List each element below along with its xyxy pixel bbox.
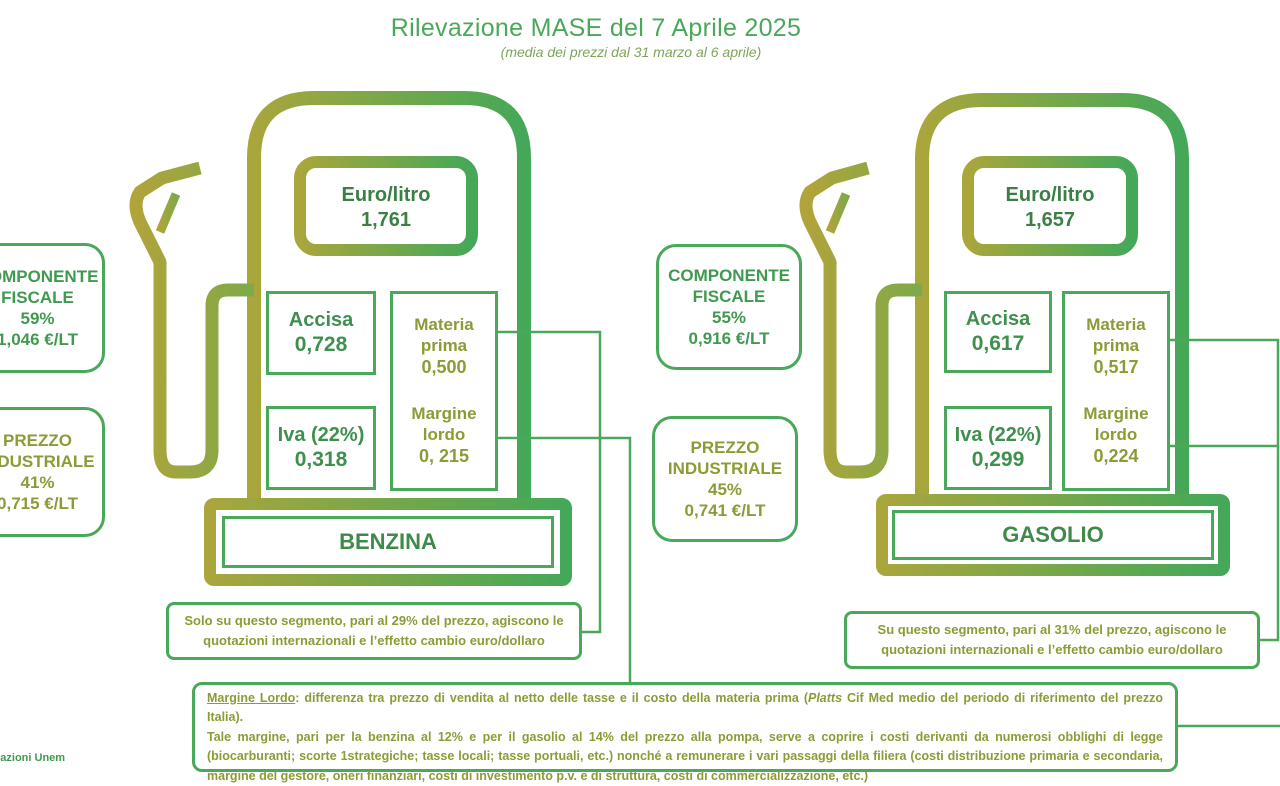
gasolio-industriale-amount: 0,741 €/LT (684, 501, 766, 521)
benzina-fiscale-amount: 1,046 €/LT (0, 330, 78, 350)
benzina-iva-box: Iva (22%) 0,318 (266, 406, 376, 490)
gasolio-display-label: Euro/litro (1005, 184, 1095, 207)
gasolio-industriale-pct: 45% (707, 480, 743, 499)
benzina-fiscale-pct: 59% (20, 309, 55, 328)
gasolio-industriale-summary: PREZZO INDUSTRIALE 45% 0,741 €/LT (652, 416, 798, 542)
gasolio-note-line1: Su questo segmento, pari al 31% del prez… (877, 621, 1227, 637)
gasolio-fiscale-line2: FISCALE (692, 286, 766, 306)
gasolio-price-display: Euro/litro 1,657 (978, 176, 1122, 240)
gasolio-fiscale-line1: COMPONENTE (668, 265, 790, 285)
page-title: Rilevazione MASE del 7 Aprile 2025 (390, 14, 802, 42)
benzina-note: Solo su questo segmento, pari al 29% del… (166, 602, 582, 660)
gasolio-note: Su questo segmento, pari al 31% del prez… (844, 611, 1260, 669)
benzina-iva-label: Iva (22%) (277, 423, 365, 446)
gasolio-materia-value: 0,517 (1093, 357, 1139, 378)
gasolio-industriale-line1: PREZZO (690, 437, 760, 457)
source-credit: razioni Unem (0, 752, 66, 764)
gasolio-label: GASOLIO (892, 510, 1214, 560)
gasolio-margine-label-2: lordo (1094, 425, 1138, 445)
benzina-note-line2: quotazioni internazionali e l’effetto ca… (203, 633, 545, 648)
benzina-industriale-summary: PREZZO INDUSTRIALE 41% 0,715 €/LT (0, 407, 105, 537)
margine-lordo-definition: Margine Lordo: differenza tra prezzo di … (192, 682, 1178, 783)
gasolio-accisa-value: 0,617 (971, 332, 1025, 356)
page-subtitle: (media dei prezzi dal 31 marzo al 6 apri… (500, 44, 762, 60)
benzina-margine-value: 0, 215 (418, 446, 470, 467)
benzina-industriale-box: Materia prima 0,500 Margine lordo 0, 215 (390, 291, 498, 491)
benzina-industriale-amount: 0,715 €/LT (0, 494, 78, 514)
gasolio-industriale-line2: INDUSTRIALE (667, 458, 783, 478)
benzina-display-value: 1,761 (360, 209, 412, 231)
gasolio-iva-value: 0,299 (971, 448, 1025, 472)
gasolio-materia-label-1: Materia (1086, 315, 1146, 335)
definition-term: Margine Lordo (207, 691, 296, 705)
benzina-display-label: Euro/litro (341, 184, 431, 207)
gasolio-fiscale-amount: 0,916 €/LT (688, 329, 770, 349)
benzina-margine-label-2: lordo (422, 425, 466, 445)
benzina-price-display: Euro/litro 1,761 (312, 176, 460, 240)
gasolio-iva-label: Iva (22%) (954, 423, 1042, 446)
gasolio-accisa-box: Accisa 0,617 (944, 291, 1052, 373)
gasolio-note-line2: quotazioni internazionali e l’effetto ca… (881, 642, 1223, 657)
benzina-accisa-value: 0,728 (294, 333, 348, 357)
benzina-industriale-line2: INDUSTRIALE (0, 451, 95, 471)
fuel-pumps-illustration (129, 91, 1280, 728)
gasolio-industriale-box: Materia prima 0,517 Margine lordo 0,224 (1062, 291, 1170, 491)
gasolio-materia-label-2: prima (1092, 336, 1140, 356)
definition-platts: Platts (807, 691, 843, 705)
benzina-materia-label-1: Materia (414, 315, 474, 335)
benzina-fiscale-line2: FISCALE (1, 287, 74, 307)
benzina-accisa-label: Accisa (288, 308, 354, 331)
definition-text-a: : differenza tra prezzo di vendita al ne… (295, 691, 808, 705)
benzina-industriale-line1: PREZZO (3, 430, 72, 450)
gasolio-pump-icon (799, 93, 1230, 576)
benzina-industriale-pct: 41% (20, 473, 55, 492)
benzina-note-line1: Solo su questo segmento, pari al 29% del… (184, 612, 564, 628)
gasolio-display-value: 1,657 (1024, 209, 1076, 231)
definition-text-b: Cif Med medio del periodo di riferimento… (207, 691, 1164, 725)
gasolio-accisa-label: Accisa (965, 307, 1031, 330)
benzina-materia-label-2: prima (420, 336, 468, 356)
benzina-label: BENZINA (222, 516, 554, 568)
benzina-iva-value: 0,318 (294, 448, 348, 472)
gasolio-fiscale-box: COMPONENTE FISCALE 55% 0,916 €/LT (656, 244, 802, 370)
benzina-fiscale-box: COMPONENTE FISCALE 59% 1,046 €/LT (0, 243, 105, 373)
gasolio-margine-label-1: Margine (1083, 404, 1149, 424)
benzina-accisa-box: Accisa 0,728 (266, 291, 376, 375)
gasolio-fiscale-pct: 55% (711, 308, 747, 327)
gasolio-iva-box: Iva (22%) 0,299 (944, 406, 1052, 490)
benzina-fiscale-line1: COMPONENTE (0, 266, 99, 286)
connector-lines (498, 330, 1280, 728)
benzina-pump-icon (129, 91, 572, 586)
benzina-margine-label-1: Margine (411, 404, 477, 424)
definition-text-c: Tale margine, pari per la benzina al 12%… (207, 729, 1163, 783)
gasolio-margine-value: 0,224 (1093, 446, 1139, 467)
benzina-materia-value: 0,500 (421, 357, 467, 378)
